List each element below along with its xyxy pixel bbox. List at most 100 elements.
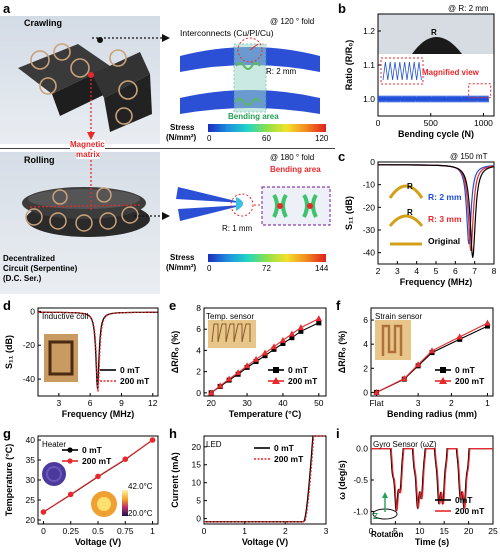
series-line [377,95,490,103]
chart-e: 20 30 40 50 0 2 4 6 8 Temperature (°C) ΔR/R₀ (%) 0 … [170,303,327,419]
y-tick-label-2: -1.0 [353,506,368,516]
point-1-6 [261,349,269,356]
panel-i-title: Gyro Sensor (ωZ) [373,440,437,449]
y-tick-label-2: -20 [363,202,376,212]
y-tick-label-0: 0 [363,387,368,397]
sensor-trace [211,323,251,343]
fea-top-image [180,37,320,114]
y-tick-label-0: 0 [196,388,201,398]
x-tick-label-0: 0 [376,118,381,128]
circuit-label: Circuit (Serpentine) [3,264,78,273]
temp-high-label: 42.0°C [128,482,153,491]
x-tick-label-3: 15 [439,526,449,536]
chart-f: Flat 3 2 1 0 2 4 6 Bending radius (mm) ΔR/R₀ (%) 0… [337,307,494,419]
x-tick-label-4: 20 [464,526,474,536]
plot-frame [203,307,327,397]
point-1-0 [373,388,380,395]
panel-i-label: i [336,426,340,441]
legend-label-1: 200 mT [455,376,485,386]
y-tick-label-1: -0.5 [353,475,368,485]
sensor-photo [208,320,256,348]
coil-shape [48,340,74,376]
point-1-3 [122,456,129,462]
point-1-5 [484,319,491,326]
y-axis-label: Temperature (°C) [4,444,14,516]
y-axis-label: ΔR/R₀ (%) [170,331,180,374]
x-tick-label-4: 6 [453,266,458,276]
bending-area-label-b: Bending area [270,165,321,174]
series-1 [371,448,493,512]
point-1-2 [225,375,233,382]
chart-d: 3 6 9 12 0 -20 -40 Frequency (MHz) S₁₁ (dB) 0 mT2… [4,306,159,419]
x-tick-label-0: 0 [202,526,207,536]
x-tick-label-2: 4 [414,266,419,276]
y-tick-label-0: 0 [196,514,201,524]
x-tick-label-0: 20 [206,398,216,408]
y-tick-label-4: -40 [363,248,376,258]
y-tick-label-2: 1.2 [363,26,375,36]
y-tick-label-1: 2 [196,367,201,377]
plot-frame [370,307,494,397]
stress-tick-top-0: 0 [207,134,212,143]
x-tick-label-1: 3 [395,266,400,276]
x-tick-label-1: 5 [393,526,398,536]
y-axis-label: S₁₁ (dB) [4,335,14,369]
y-axis-label: Ratio (R/R₀) [344,40,354,91]
y-tick-label-1: 25 [26,495,36,505]
y-tick-label-2: 10 [192,478,202,488]
magnetic-label: Magnetic [70,140,105,149]
y-tick-label-0: 20 [26,515,36,525]
legend-label-1: 200 mT [120,376,150,386]
panel-b-label: b [338,1,346,16]
point-1-0 [40,509,47,515]
x-axis-label: Time (s) [415,537,449,547]
point-0-10 [298,328,304,334]
thermal-colorbar [122,490,128,516]
point-1-11 [315,315,323,322]
legend-label-1: 200 mT [274,454,304,464]
stress-unit-bottom: (N/mm²) [166,263,197,272]
crawling-label: Crawling [24,18,63,28]
point-1-1 [401,375,408,382]
x-tick-label-3: 1 [485,398,490,408]
divider-line [0,148,335,149]
panel-a: a Crawling Rolling [0,0,335,296]
x-tick-label-2: 2 [283,526,288,536]
x-axis-label: Bending radius (mm) [387,409,477,419]
legend-label-1: 200 mT [288,376,318,386]
thermal-image-on-core [97,497,111,511]
x-axis-label: Bending cycle (N) [398,129,474,139]
legend-label-0: 0 mT [274,443,295,453]
dc-ser-label: (D.C. Ser.) [3,274,42,283]
x-tick-label-2: 0.5 [92,526,104,536]
y-tick-label-1: 5 [196,496,201,506]
panel-c-label: c [338,149,346,164]
y-tick-label-1: -10 [363,180,376,190]
point-1-2 [414,361,422,368]
x-tick-label-1: 500 [424,118,438,128]
stress-tick-bottom-2: 144 [315,264,329,273]
y-tick-label-0: 0.0 [356,444,368,454]
panel-h-title: LED [206,440,222,449]
y-tick-label-0: 1.0 [363,94,375,104]
rolling-label: Rolling [24,155,55,165]
y-tick-label-4: 20 [192,442,202,452]
plot-frame [377,161,495,265]
stress-tick-bottom-0: 0 [207,264,212,273]
x-tick-label-0: Flat [369,398,384,408]
x-tick-label-1: 0.25 [62,526,79,536]
legend-marker-1 [272,377,280,384]
zoom-box [468,83,492,99]
strain-sensor-trace [381,324,403,356]
x-tick-label-6: 8 [492,266,497,276]
legend-label-0: 0mT [455,495,473,505]
point-1-4 [243,362,251,369]
decentralized-label: Decentralized [3,254,56,263]
legend-marker-0 [67,447,73,453]
stress-label-bottom: Stress [170,253,195,262]
thermal-image-off [42,462,66,486]
radius-bottom-label: R: 1 mm [222,224,253,233]
point-1-10 [297,324,305,331]
chart-g: 0 0.25 0.5 0.75 1 20 25 30 35 40 Voltage (V) Temper… [4,435,159,547]
bend-r3-pictogram [388,214,424,227]
